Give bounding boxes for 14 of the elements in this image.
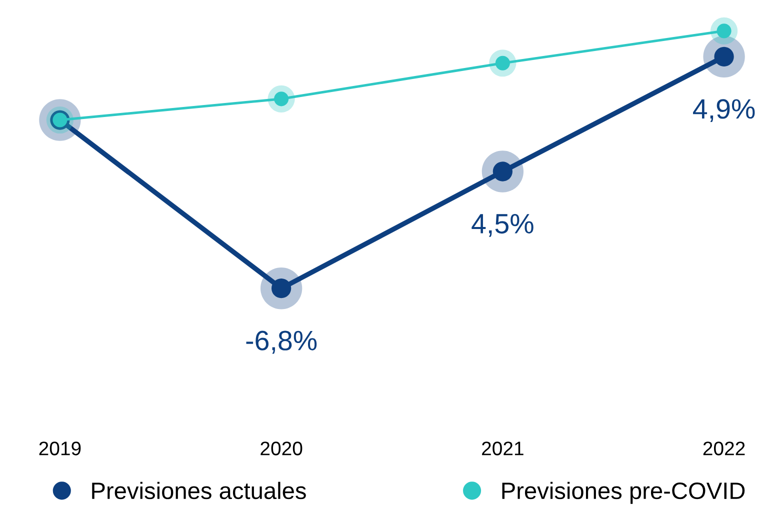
annotation: 4,9% bbox=[693, 99, 755, 122]
point bbox=[710, 17, 738, 44]
x-tick-label: 2019 bbox=[39, 442, 81, 456]
x-tick-label: 2021 bbox=[482, 442, 524, 456]
point bbox=[268, 85, 295, 112]
x-tick-label: 2022 bbox=[703, 442, 745, 456]
legend-label: Previsiones actuales bbox=[92, 482, 306, 500]
legend-label: Previsiones pre-COVID bbox=[502, 482, 745, 504]
x-tick-label: 2020 bbox=[260, 442, 302, 456]
point bbox=[260, 268, 302, 310]
point bbox=[489, 50, 516, 77]
point bbox=[482, 150, 524, 192]
annotation: -6,8% bbox=[246, 330, 317, 354]
annotation: 4,5% bbox=[472, 214, 534, 237]
